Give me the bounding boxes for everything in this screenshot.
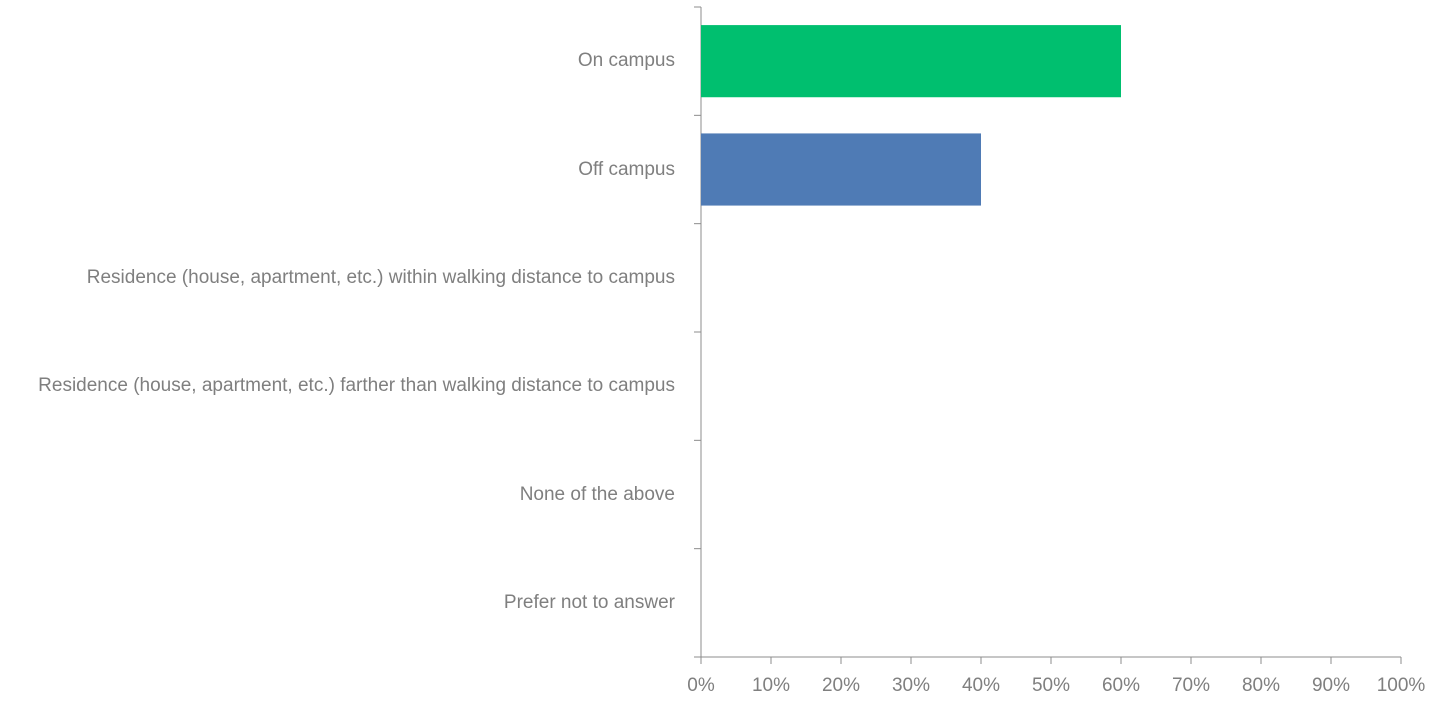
category-text: Off campus: [578, 158, 675, 180]
bar: [701, 25, 1121, 98]
x-tick-label: 100%: [1377, 675, 1426, 696]
category-label: None of the above: [5, 455, 675, 535]
category-label: Prefer not to answer: [5, 563, 675, 643]
category-text: Residence (house, apartment, etc.) withi…: [86, 266, 675, 288]
x-tick-label: 60%: [1102, 675, 1140, 696]
category-text: Residence (house, apartment, etc.) farth…: [38, 375, 675, 397]
category-label: Residence (house, apartment, etc.) withi…: [5, 238, 675, 318]
category-text: Prefer not to answer: [503, 591, 675, 613]
category-text: On campus: [577, 50, 675, 72]
x-tick-label: 30%: [892, 675, 930, 696]
bar: [701, 133, 981, 206]
category-label: Off campus: [5, 130, 675, 210]
category-label: Residence (house, apartment, etc.) farth…: [5, 346, 675, 426]
x-tick-label: 0%: [687, 675, 715, 696]
x-tick-label: 50%: [1032, 675, 1070, 696]
category-label: On campus: [5, 21, 675, 101]
x-tick-label: 70%: [1172, 675, 1210, 696]
x-tick-label: 90%: [1312, 675, 1350, 696]
x-tick-label: 10%: [752, 675, 790, 696]
x-tick-label: 40%: [962, 675, 1000, 696]
x-tick-label: 20%: [822, 675, 860, 696]
category-text: None of the above: [519, 483, 675, 505]
x-tick-label: 80%: [1242, 675, 1280, 696]
